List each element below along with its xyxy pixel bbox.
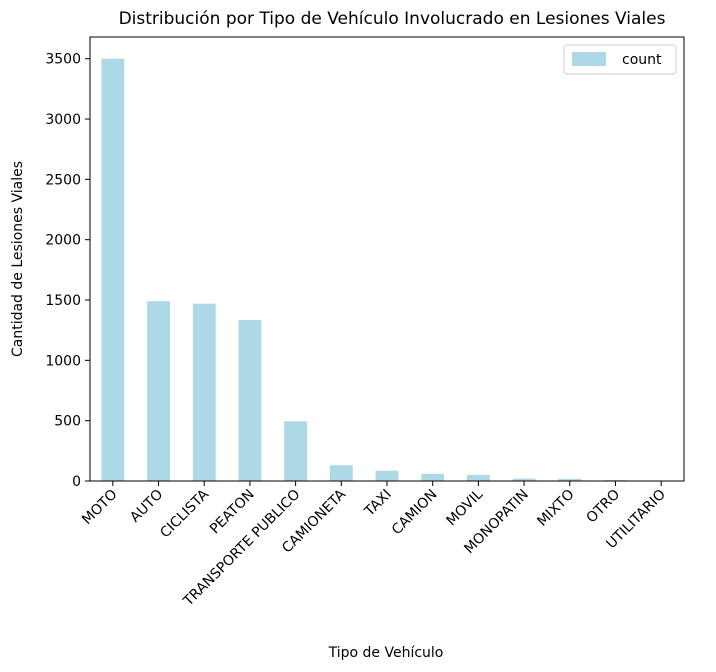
legend-label: count xyxy=(622,52,662,68)
x-tick-label: MIXTO xyxy=(534,487,577,530)
bar-mixto xyxy=(558,478,582,481)
x-tick-label: OTRO xyxy=(583,487,623,527)
chart-title: Distribución por Tipo de Vehículo Involu… xyxy=(119,9,666,29)
x-tick-label: CAMION xyxy=(389,487,441,539)
bars-group xyxy=(101,58,673,481)
y-tick-label: 2500 xyxy=(45,172,81,188)
bar-movil xyxy=(466,474,490,481)
legend: count xyxy=(563,44,677,75)
x-tick-label: TAXI xyxy=(361,487,395,521)
x-tick-label: MOVIL xyxy=(444,486,487,529)
bar-peaton xyxy=(238,319,262,481)
y-axis: 0 500 1000 1500 2000 2500 3000 3500 xyxy=(45,52,90,490)
plot-frame xyxy=(89,36,685,482)
bar-camion xyxy=(421,473,445,481)
x-axis-label: Tipo de Vehículo xyxy=(328,645,444,661)
bar-ciclista xyxy=(192,303,216,481)
bar-auto xyxy=(147,301,170,481)
bar-moto xyxy=(101,58,125,481)
bar-monopatin xyxy=(512,478,536,481)
bar-taxi xyxy=(375,470,399,481)
bar-transporte-publico xyxy=(284,421,308,481)
y-tick-label: 1000 xyxy=(45,353,81,369)
x-tick-label: MOTO xyxy=(79,487,120,528)
y-axis-label: Cantidad de Lesiones Viales xyxy=(10,161,26,357)
x-tick-label: AUTO xyxy=(127,487,166,526)
y-tick-label: 3000 xyxy=(45,112,81,128)
y-tick-label: 500 xyxy=(54,414,81,430)
legend-swatch xyxy=(572,52,606,66)
y-tick-label: 1500 xyxy=(45,293,81,309)
x-tick-label: CICLISTA xyxy=(157,486,212,541)
y-tick-label: 0 xyxy=(72,474,81,490)
bar-camioneta xyxy=(329,465,353,481)
y-tick-label: 2000 xyxy=(45,233,81,249)
y-tick-label: 3500 xyxy=(45,52,81,68)
